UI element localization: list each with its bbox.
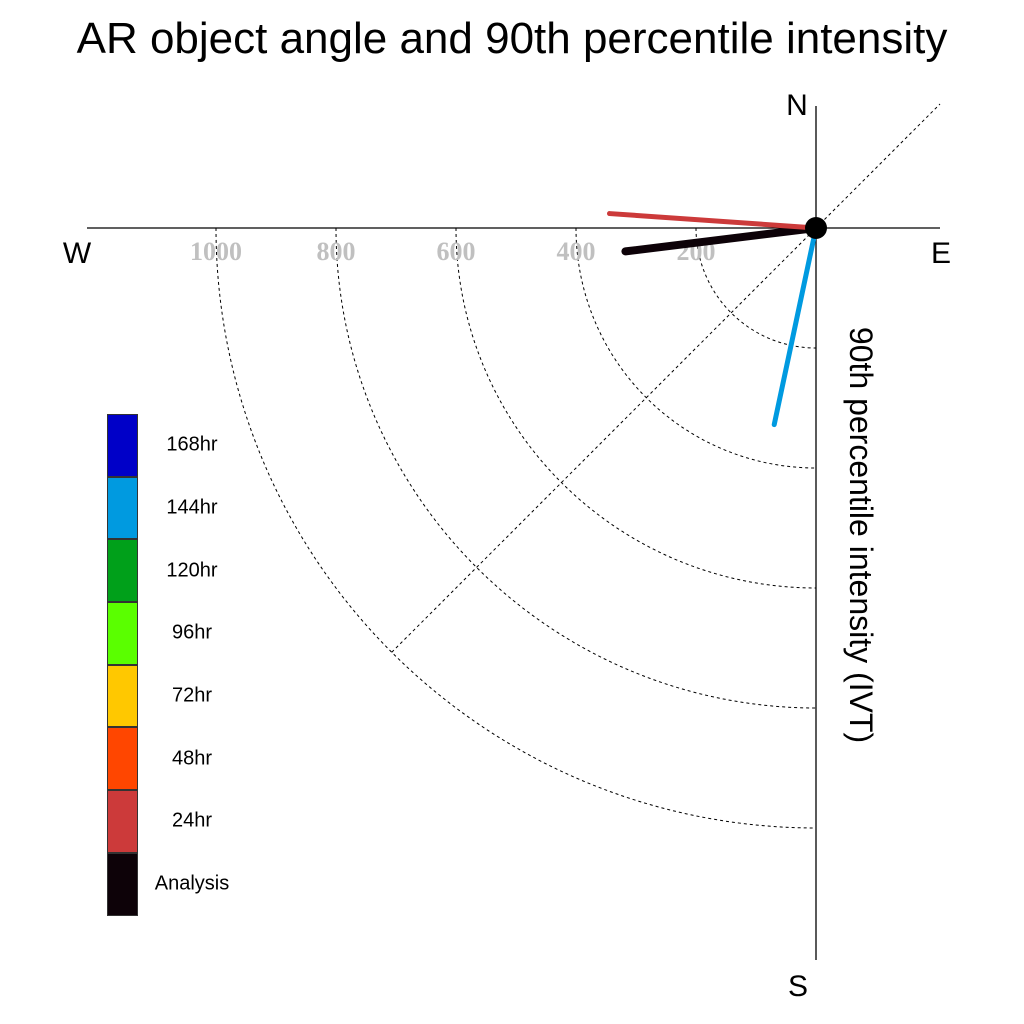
- legend-swatch: [107, 790, 138, 853]
- legend-swatch: [107, 727, 138, 791]
- series-ray-24hr: [607, 211, 819, 231]
- series-ray-analysis: [621, 224, 820, 256]
- legend-label: 72hr: [171, 684, 213, 707]
- y-axis-label: 90th percentile intensity (IVT): [843, 327, 879, 743]
- legend-label: 96hr: [171, 621, 213, 644]
- axes-layer: N S E W 90th percentile intensity (IVT): [63, 89, 951, 1003]
- legend-label: 120hr: [166, 559, 218, 582]
- ring-label-1000: 1000: [190, 237, 242, 266]
- ring-label-600: 600: [437, 237, 476, 266]
- ring-label-400: 400: [557, 237, 596, 266]
- legend-swatch: [107, 414, 138, 477]
- origin-marker: [805, 217, 827, 239]
- legend-label: 48hr: [171, 747, 213, 770]
- legend-label: 168hr: [166, 433, 218, 456]
- legend-label: Analysis: [154, 872, 230, 895]
- compass-north-label: N: [786, 89, 808, 122]
- ring-label-800: 800: [317, 237, 356, 266]
- compass-south-label: S: [788, 970, 808, 1003]
- compass-east-label: E: [931, 237, 951, 270]
- legend-swatch: [107, 852, 138, 916]
- legend-label: 24hr: [171, 809, 213, 832]
- legend-swatch: [107, 539, 138, 603]
- legend-label: 144hr: [166, 496, 218, 519]
- compass-west-label: W: [63, 237, 92, 270]
- series-ray-144hr: [771, 225, 819, 428]
- legend-swatch: [107, 602, 138, 665]
- chart-title: AR object angle and 90th percentile inte…: [76, 14, 948, 63]
- legend-swatch: [107, 664, 138, 728]
- ring-1000: [215, 227, 817, 829]
- legend-swatch: [107, 476, 138, 540]
- series-layer: [607, 211, 820, 428]
